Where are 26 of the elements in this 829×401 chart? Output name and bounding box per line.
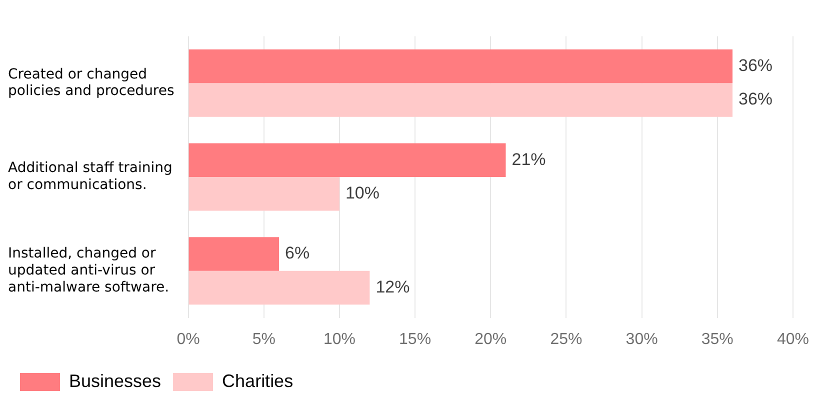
x-tick-label: 25% (550, 330, 582, 348)
x-tick-label: 20% (474, 330, 507, 348)
data-label: 36% (738, 56, 773, 75)
x-tick-label: 40% (776, 330, 810, 348)
legend-label: Businesses (69, 370, 162, 391)
y-tick-label: Installed, changed or updated anti-virus or anti-malware software. (8, 246, 170, 296)
bar (188, 177, 340, 211)
data-label: 10% (345, 184, 380, 203)
legend-label: Charities (222, 370, 294, 391)
bar (188, 237, 279, 271)
y-tick-label: Created or changed policies and procedures (8, 66, 174, 100)
x-tick-label: 30% (626, 330, 658, 348)
x-tick-label: 15% (399, 330, 432, 348)
bar (188, 83, 733, 117)
data-label: 21% (512, 150, 546, 169)
x-tick-label: 35% (701, 330, 734, 348)
x-tick-label: 5% (252, 330, 276, 348)
y-tick-label: Additional staff training or communications. (8, 160, 172, 194)
data-label: 12% (376, 277, 410, 296)
bar (188, 143, 506, 177)
bar (188, 49, 733, 84)
data-label: 36% (738, 90, 773, 109)
x-tick-label: 0% (176, 330, 200, 348)
bar (188, 270, 370, 305)
data-label: 6% (284, 244, 310, 263)
x-tick-label: 10% (323, 330, 356, 348)
